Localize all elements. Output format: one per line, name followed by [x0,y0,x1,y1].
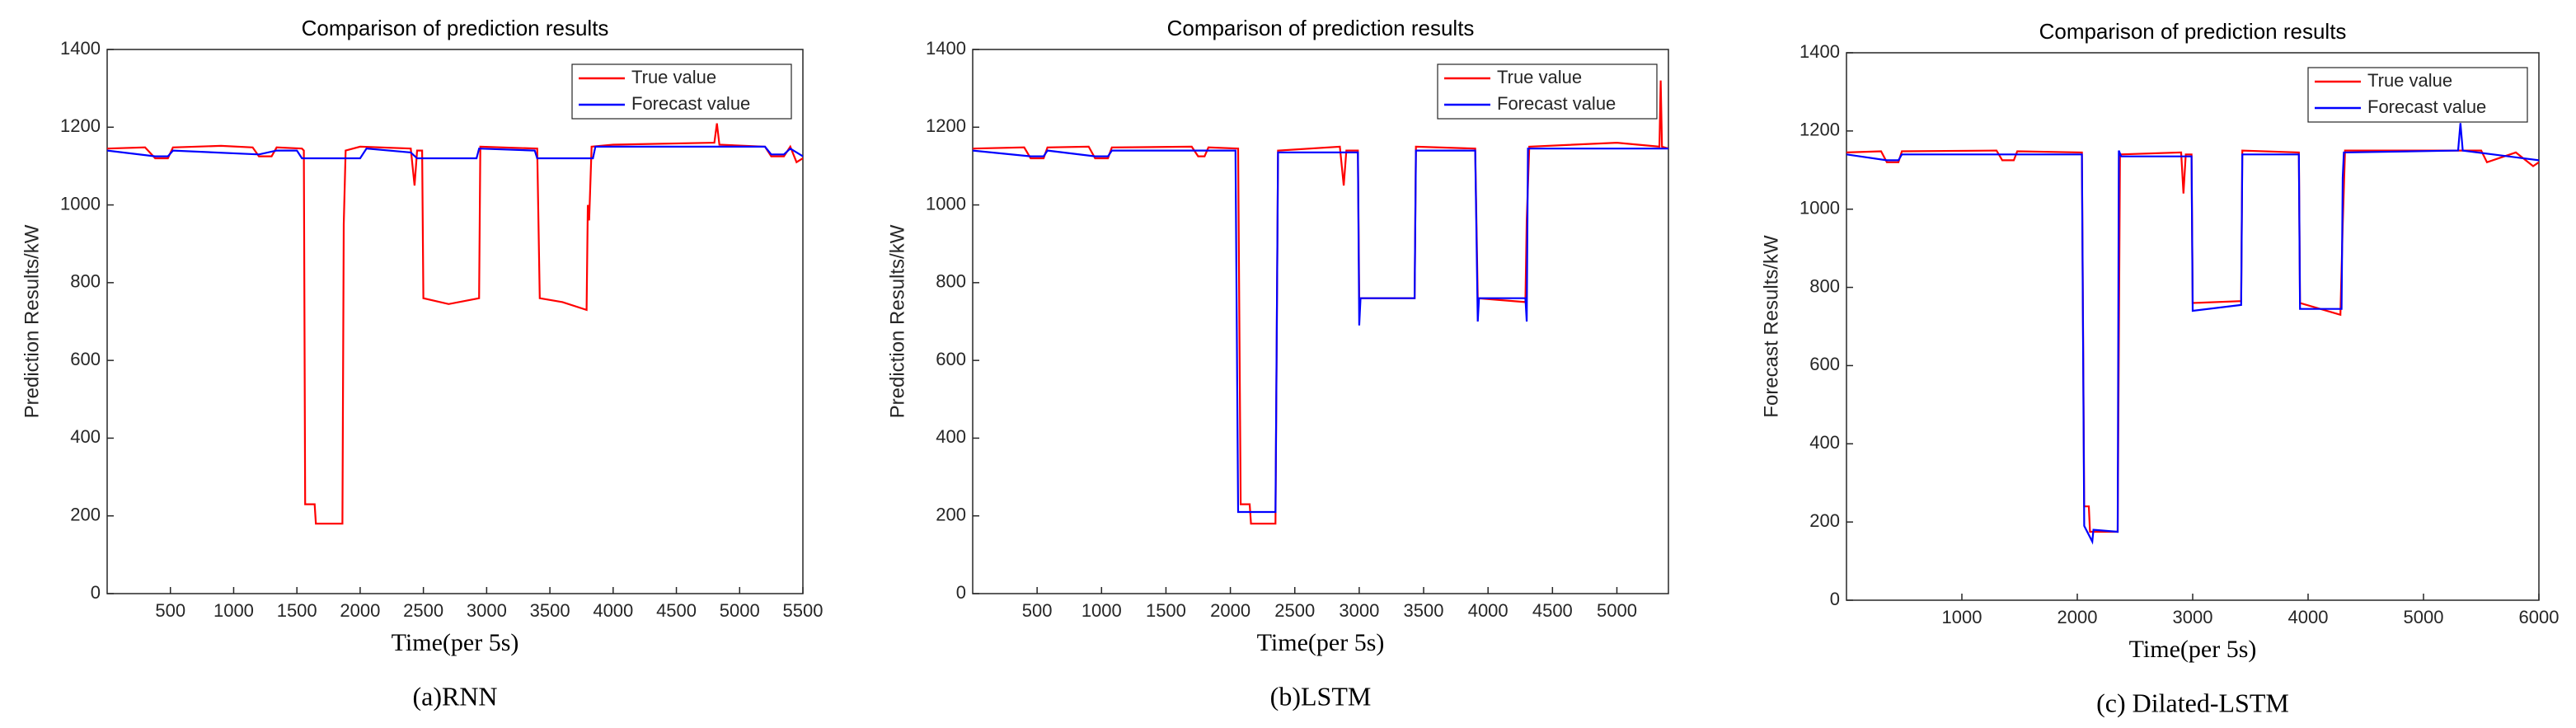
y-tick-label: 400 [70,426,101,447]
legend-label: True value [631,67,716,87]
y-tick-label: 1400 [926,38,966,59]
x-tick-label: 5000 [2404,607,2444,627]
legend-label: True value [2367,70,2452,91]
y-tick-label: 400 [936,426,966,447]
x-tick-label: 1000 [1942,607,1982,627]
series-line [973,148,1668,514]
y-tick-label: 1200 [1799,120,1840,140]
x-tick-label: 3000 [1339,600,1379,621]
x-tick-label: 1000 [213,600,254,621]
x-tick-label: 5000 [1597,600,1637,621]
y-tick-label: 200 [936,505,966,525]
y-tick-label: 600 [936,349,966,369]
x-tick-label: 2000 [2058,607,2098,627]
y-axis-label: Prediction Results/kW [21,224,43,418]
y-tick-label: 400 [1809,432,1840,453]
legend: True value Forecast value [2307,67,2528,123]
caption: (b)LSTM [1270,681,1372,711]
legend-box [1437,63,1658,120]
legend-label: True value [1497,67,1582,87]
y-tick-label: 800 [1809,275,1840,296]
subplot: 0 200 400 600 800 1000 1200 1400 500 1000 1500 2000… [886,16,1669,711]
y-tick-label: 800 [70,271,101,292]
series-line [107,145,803,160]
x-tick-label: 1500 [1146,600,1186,621]
y-tick-label: 200 [1809,510,1840,531]
legend-box [571,63,792,120]
y-tick-label: 1000 [1799,198,1840,218]
y-tick-label: 1400 [60,38,101,59]
y-tick-label: 1200 [926,115,966,136]
series-line [1846,149,2539,533]
y-tick-label: 200 [70,505,101,525]
y-tick-label: 0 [91,582,101,603]
x-tick-label: 5500 [783,600,823,621]
y-tick-label: 1200 [60,115,101,136]
x-tick-label: 2000 [1210,600,1250,621]
x-axis-label: Time(per 5s) [2129,636,2257,663]
x-axis-label: Time(per 5s) [1257,629,1385,656]
y-axis-label: Prediction Results/kW [886,224,908,418]
chart-title: Comparison of prediction results [2039,19,2347,44]
x-tick-label: 500 [155,600,185,621]
x-tick-label: 2000 [340,600,380,621]
x-tick-label: 3000 [467,600,507,621]
x-tick-label: 6000 [2519,607,2560,627]
legend-label: Forecast value [631,93,750,114]
legend-label: Forecast value [1497,93,1616,114]
chart-title: Comparison of prediction results [1167,16,1475,40]
x-axis-label: Time(per 5s) [392,629,519,656]
x-tick-label: 3500 [1404,600,1444,621]
y-tick-label: 1400 [1799,41,1840,62]
y-tick-label: 600 [1809,354,1840,374]
y-tick-label: 1000 [926,193,966,214]
series-line [1846,123,2539,545]
legend-box [2307,67,2528,123]
y-tick-label: 800 [936,271,966,292]
legend: True value Forecast value [571,63,792,120]
x-tick-label: 1500 [277,600,317,621]
plot-area [1846,52,2540,601]
x-tick-label: 2500 [1274,600,1315,621]
series-line [107,123,803,525]
x-tick-label: 2500 [403,600,443,621]
x-tick-label: 1000 [1082,600,1122,621]
x-tick-label: 5000 [720,600,760,621]
subplot: 0 200 400 600 800 1000 1200 1400 500 1000 1500 2000… [21,16,823,711]
legend-label: Forecast value [2367,96,2486,117]
x-tick-label: 4000 [593,600,633,621]
plot-area [106,49,804,594]
legend: True value Forecast value [1437,63,1658,120]
plot-area [972,49,1669,594]
y-tick-label: 1000 [60,193,101,214]
x-tick-label: 3000 [2173,607,2213,627]
subplot: 0 200 400 600 800 1000 1200 1400 1000 2000 3000 400… [1760,19,2559,717]
x-tick-label: 3500 [530,600,570,621]
y-tick-label: 0 [1830,589,1840,609]
chart-title: Comparison of prediction results [302,16,609,40]
caption: (a)RNN [412,681,497,711]
y-tick-label: 0 [956,582,966,603]
x-tick-label: 4000 [1468,600,1509,621]
x-tick-label: 4500 [656,600,697,621]
caption: (c) Dilated-LSTM [2096,688,2289,717]
y-tick-label: 600 [70,349,101,369]
y-axis-label: Forecast Results/kW [1760,235,1782,418]
x-tick-label: 500 [1022,600,1053,621]
x-tick-label: 4500 [1532,600,1573,621]
x-tick-label: 4000 [2288,607,2329,627]
